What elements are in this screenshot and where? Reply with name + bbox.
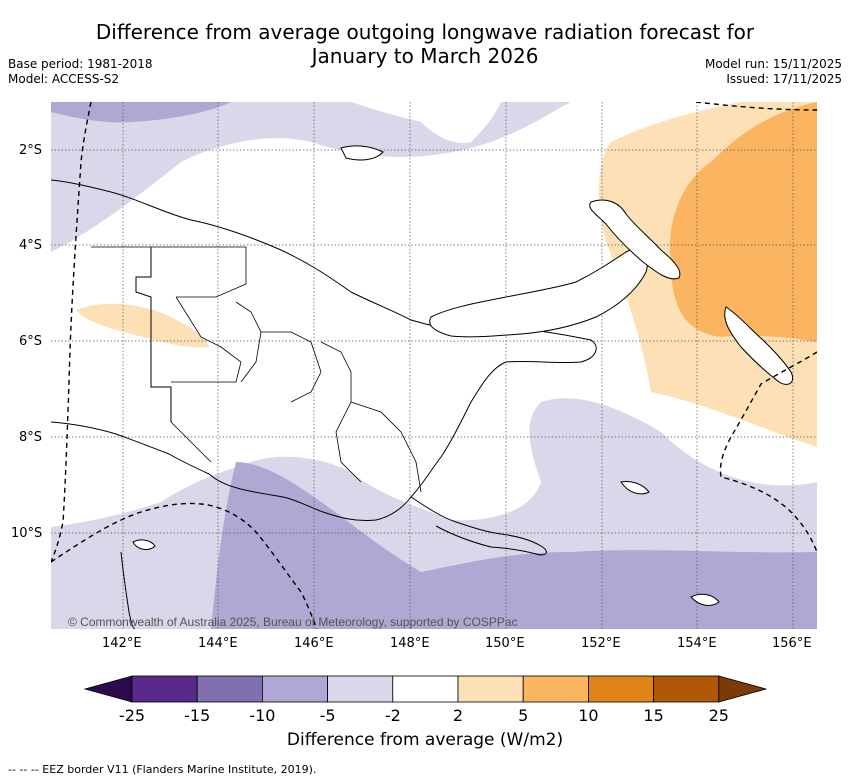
lat-label-2s: 2°S	[19, 143, 43, 158]
colorbar: -25 -15 -10 -5 -2 2 5 10 15 25	[80, 672, 780, 736]
new-ireland-island	[589, 199, 681, 280]
colorbar-tick-label: 15	[643, 706, 663, 725]
meta-left: Base period: 1981-2018 Model: ACCESS-S2	[8, 57, 153, 87]
colorbar-cell	[587, 675, 654, 703]
colorbar-tick-label: 10	[578, 706, 598, 725]
lat-label-4s: 4°S	[19, 238, 43, 253]
anomaly-band-medium-north	[51, 102, 231, 123]
map-panel: © Commonwealth of Australia 2025, Bureau…	[51, 102, 817, 629]
colorbar-cell	[327, 675, 394, 703]
colorbar-cell	[131, 675, 198, 703]
meta-right: Model run: 15/11/2025 Issued: 17/11/2025	[705, 57, 842, 87]
lon-label-152e: 152°E	[581, 636, 621, 651]
lon-label-148e: 148°E	[390, 636, 430, 651]
colorbar-arrow-high	[718, 675, 768, 703]
lat-label-8s: 8°S	[19, 430, 43, 445]
bougainville-island	[724, 306, 794, 385]
colorbar-cell	[653, 675, 720, 703]
title-line-2: January to March 2026	[311, 44, 539, 68]
lon-label-142e: 142°E	[102, 636, 142, 651]
island-chain-east	[620, 481, 650, 495]
lat-label-10s: 10°S	[11, 526, 43, 541]
colorbar-svg: -25 -15 -10 -5 -2 2 5 10 15 25	[83, 675, 768, 725]
graticule	[51, 102, 817, 629]
lat-label-6s: 6°S	[19, 334, 43, 349]
colorbar-cell	[457, 675, 524, 703]
torres-strait-islands	[132, 539, 156, 550]
lon-label-146e: 146°E	[294, 636, 334, 651]
colorbar-cell	[196, 675, 263, 703]
anomaly-band-orange-east	[670, 102, 817, 342]
anomaly-band-medium-south	[211, 462, 817, 629]
issued-date: Issued: 17/11/2025	[726, 72, 842, 86]
anomaly-band-light-orange-west	[76, 303, 209, 348]
provincial-boundaries	[91, 246, 422, 493]
map-svg: © Commonwealth of Australia 2025, Bureau…	[51, 102, 817, 629]
colorbar-tick-label: -5	[320, 706, 336, 725]
colorbar-tick-label: 5	[518, 706, 528, 725]
colorbar-tick-label: 25	[709, 706, 729, 725]
lon-label-150e: 150°E	[485, 636, 525, 651]
colorbar-cell	[522, 675, 589, 703]
colorbar-tick-label: -2	[385, 706, 401, 725]
colorbar-arrow-low	[83, 675, 133, 703]
title-line-1: Difference from average outgoing longwav…	[95, 20, 755, 44]
solomon-islands-south	[690, 593, 720, 606]
map-copyright: © Commonwealth of Australia 2025, Bureau…	[68, 615, 518, 629]
manus-island	[340, 145, 384, 161]
colorbar-tick-label: -10	[249, 706, 275, 725]
eez-footnote: -- -- -- EEZ border V11 (Flanders Marine…	[8, 763, 317, 776]
new-guinea-coastline	[51, 179, 597, 521]
indonesia-png-border	[135, 247, 172, 422]
new-britain-island	[429, 249, 648, 338]
lon-label-156e: 156°E	[772, 636, 812, 651]
colorbar-tick-label: -15	[184, 706, 210, 725]
colorbar-cell	[392, 675, 459, 703]
colorbar-tick-label: 2	[453, 706, 463, 725]
base-period: Base period: 1981-2018	[8, 57, 153, 71]
papuan-peninsula-coast	[410, 496, 547, 556]
map-title: Difference from average outgoing longwav…	[0, 20, 850, 68]
model-name: Model: ACCESS-S2	[8, 72, 120, 86]
colorbar-tick-label: -25	[119, 706, 145, 725]
eez-borders	[51, 102, 817, 629]
model-run: Model run: 15/11/2025	[704, 57, 842, 71]
lon-label-144e: 144°E	[198, 636, 238, 651]
lon-label-154e: 154°E	[677, 636, 717, 651]
colorbar-label: Difference from average (W/m2)	[286, 730, 564, 750]
colorbar-cell	[261, 675, 328, 703]
cape-york-coastline	[120, 551, 136, 629]
